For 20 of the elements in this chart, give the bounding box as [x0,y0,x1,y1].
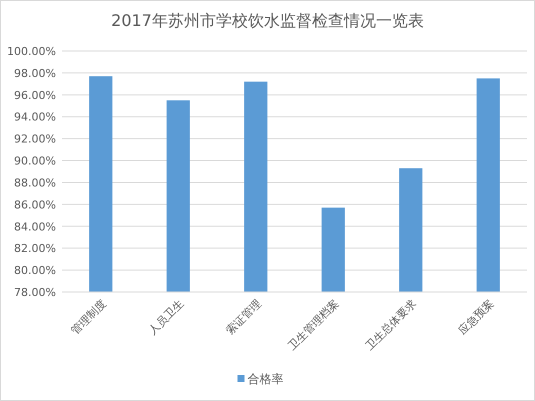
y-tick-label: 98.00% [14,66,56,80]
x-tick-label: 卫生总体要求 [363,296,419,353]
y-tick-label: 94.00% [14,110,56,124]
y-tick-label: 80.00% [14,264,56,278]
x-tick-label: 人员卫生 [146,296,186,338]
y-tick-label: 90.00% [14,154,56,168]
y-tick-label: 86.00% [14,198,56,212]
x-tick-label: 应急预案 [456,296,496,338]
y-tick-label: 96.00% [14,88,56,102]
x-tick-label: 管理制度 [68,296,109,338]
legend-label: 合格率 [248,372,284,386]
y-tick-label: 100.00% [7,45,56,58]
y-tick-label: 88.00% [14,176,56,190]
y-tick-label: 84.00% [14,220,56,234]
y-tick-label: 92.00% [14,132,56,146]
x-tick-label: 卫生管理档案 [286,296,342,353]
chart-title: 2017年苏州市学校饮水监督检查情况一览表 [111,11,424,30]
x-tick-label: 索证管理 [224,296,264,338]
y-tick-label: 78.00% [14,286,56,299]
y-tick-label: 82.00% [14,242,56,256]
